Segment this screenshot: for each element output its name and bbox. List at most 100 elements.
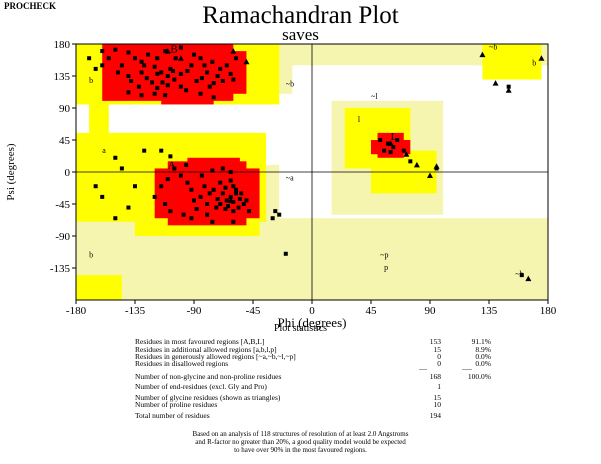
residue-point [228, 178, 233, 183]
stat-count: 0 [437, 352, 441, 361]
residue-point [241, 202, 246, 206]
residue-point [218, 202, 223, 206]
residue-point [178, 173, 183, 178]
chart-subtitle: saves [282, 25, 319, 44]
residue-point [273, 209, 278, 214]
stat-label: Number of glycine residues (shown as tri… [135, 393, 281, 402]
residue-point [142, 148, 147, 153]
residue-point [205, 202, 210, 206]
sum-rule-count: ---- [419, 367, 427, 373]
residue-point [87, 56, 92, 61]
glycine-point [243, 58, 250, 65]
glycine-point [413, 161, 420, 168]
residue-point [159, 148, 164, 153]
residue-point [126, 205, 131, 210]
residue-point [231, 209, 236, 214]
residue-point [172, 77, 177, 82]
residue-point [233, 191, 238, 196]
residue-point [163, 202, 168, 206]
y-tick-label: 135 [54, 71, 71, 83]
region-labels: A Bb ~b a ~a Ll ~l ~p p b ~b b ~b [89, 43, 536, 279]
additional-region [482, 44, 542, 80]
stat-count: 15 [433, 345, 442, 354]
residue-point [408, 159, 413, 164]
glycine-point [525, 275, 532, 282]
region-label: b [89, 76, 93, 85]
residue-point [126, 74, 131, 78]
region-label: ~a [286, 174, 294, 183]
residue-point [283, 251, 288, 256]
footnote-line: and R-factor no greater than 20%, a good… [195, 438, 406, 446]
residue-point [401, 148, 406, 153]
residue-point [171, 69, 176, 74]
stat-label: Residues in additional allowed regions [… [135, 345, 277, 354]
residue-point [506, 84, 511, 89]
residue-point [395, 138, 400, 142]
residue-point [181, 212, 186, 217]
stat-count: 153 [429, 337, 441, 346]
residue-point [244, 198, 249, 203]
residue-point [237, 197, 242, 202]
residue-point [178, 84, 183, 89]
residue-point [223, 206, 228, 211]
residue-point [189, 216, 194, 221]
residue-point [152, 64, 157, 69]
residue-point [194, 206, 199, 211]
residue-point [220, 166, 225, 171]
y-tick-label: -90 [55, 231, 70, 243]
residue-point [382, 148, 387, 153]
additional-region [89, 104, 109, 151]
residue-point [152, 194, 157, 199]
residue-point [160, 80, 165, 85]
residue-point [129, 78, 134, 83]
residue-point [159, 70, 164, 75]
y-tick-label: 180 [54, 39, 71, 51]
y-tick-label: 90 [59, 103, 71, 115]
residue-point [207, 191, 212, 196]
data-points [87, 45, 545, 282]
x-tick-label: 45 [366, 305, 378, 317]
favoured-region [161, 47, 214, 105]
residue-point [210, 168, 215, 173]
residue-point [378, 138, 383, 142]
residue-point [231, 184, 236, 189]
residue-point [173, 56, 178, 61]
axis-ticks: -180 -135 -90 -45 0 45 90 135 180 -135 -90 -45 0 45 90… [50, 39, 557, 317]
residue-point [172, 166, 177, 171]
residue-point [228, 194, 233, 199]
residue-point [391, 145, 396, 150]
residue-point [388, 150, 393, 155]
residue-point [192, 52, 196, 57]
glycine-point [177, 55, 184, 61]
residue-point [228, 71, 233, 76]
residue-point [239, 191, 244, 196]
residue-point [133, 56, 137, 61]
residue-point [113, 216, 118, 221]
residue-point [277, 212, 282, 217]
residue-point [139, 70, 144, 75]
residue-point [198, 194, 203, 199]
residue-point [192, 198, 196, 203]
stat-label: Number of non-glycine and non-proline re… [135, 372, 282, 381]
chart-title: Ramachandran Plot [202, 2, 399, 29]
residue-point [184, 88, 189, 93]
residue-point [231, 199, 236, 204]
region-label: l [358, 115, 361, 124]
stat-percent: 0.0% [475, 359, 491, 368]
glycine-point [427, 172, 433, 179]
residue-point [146, 52, 151, 57]
residue-point [150, 80, 155, 85]
residue-point [93, 184, 98, 189]
residue-point [100, 63, 105, 68]
residue-point [189, 63, 194, 68]
glycine-point [538, 55, 545, 61]
residue-point [155, 86, 160, 91]
glycine-point [492, 80, 499, 86]
residue-point [106, 56, 111, 61]
region-label: ~l [371, 92, 378, 101]
residue-point [178, 71, 183, 76]
stat-label: Residues in disallowed regions [135, 359, 229, 368]
residue-point [115, 70, 120, 75]
residue-point [165, 74, 170, 78]
stat-percent: 0.0% [475, 352, 491, 361]
